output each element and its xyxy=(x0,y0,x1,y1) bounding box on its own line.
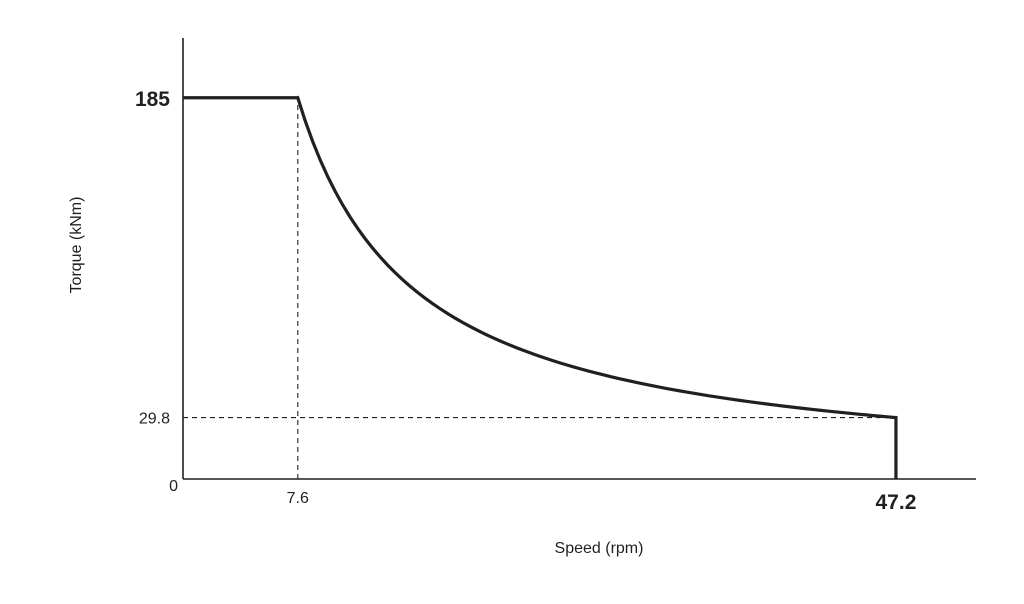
y-axis-label: Torque (kNm) xyxy=(68,197,85,294)
axes xyxy=(182,38,976,480)
torque-curve xyxy=(183,95,898,479)
tick-labels: 0 185 29.8 7.6 47.2 xyxy=(135,88,916,514)
x-tick-label-1: 47.2 xyxy=(876,491,917,514)
y-tick-label-0: 185 xyxy=(135,88,170,111)
x-axis-label: Speed (rpm) xyxy=(555,540,644,557)
y-tick-label-1: 29.8 xyxy=(139,411,170,428)
reference-lines xyxy=(183,97,896,479)
x-tick-label-0: 7.6 xyxy=(287,490,309,507)
series-layer xyxy=(183,95,898,479)
origin-label: 0 xyxy=(169,478,178,495)
